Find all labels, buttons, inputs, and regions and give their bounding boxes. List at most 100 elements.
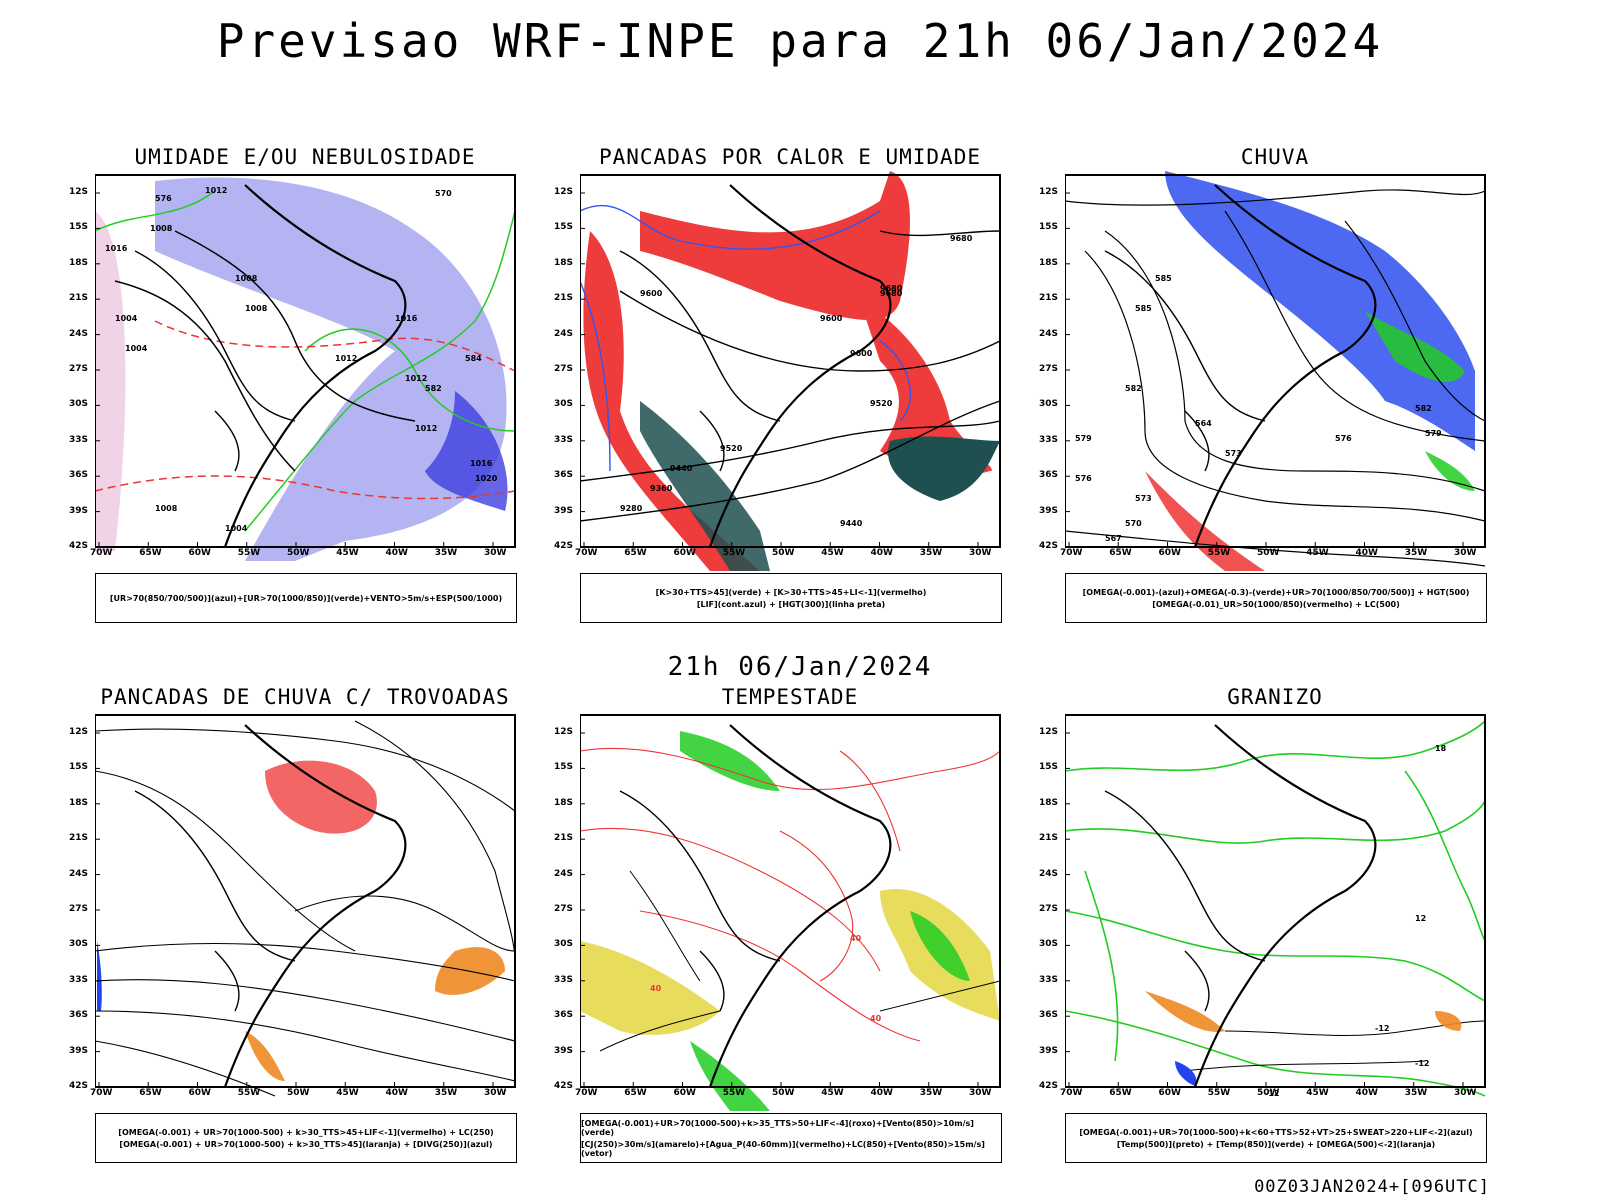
map-pancadas-calor: 9680 9600 9680 9600 9520 9440 9360 9280 9440 9520… bbox=[580, 171, 1001, 571]
lat-tick-label: 42S bbox=[1039, 1081, 1059, 1091]
contour-label: 9520 bbox=[870, 399, 893, 408]
streamline bbox=[294, 895, 516, 952]
omega-orange-area bbox=[1145, 991, 1225, 1032]
lat-tick-label: 42S bbox=[69, 1081, 89, 1091]
lat-tick-label: 33S bbox=[554, 974, 574, 985]
streamline bbox=[95, 1010, 516, 1082]
lat-tick-label: 24S bbox=[554, 868, 574, 879]
lon-tick-label: 30W bbox=[1454, 1088, 1477, 1098]
lon-tick-label: 55W bbox=[237, 548, 261, 558]
lon-tick-label: 30W bbox=[1454, 548, 1477, 558]
teal-area bbox=[888, 436, 1000, 501]
contour-label: 1012 bbox=[335, 354, 357, 363]
lon-tick-label: 50W bbox=[287, 1088, 310, 1098]
contour-label: 1004 bbox=[115, 314, 138, 323]
wind-green-area bbox=[690, 1041, 770, 1111]
lon-tick-label: 35W bbox=[1404, 548, 1428, 558]
lon-tick-label: 40W bbox=[870, 1088, 893, 1098]
lon-tick-label: 45W bbox=[821, 548, 844, 558]
legend-line: [OMEGA(-0.001)-(azul)+OMEGA(-0.3)-(verde… bbox=[1082, 587, 1470, 597]
lat-tick-label: 30S bbox=[554, 939, 574, 950]
lon-tick-label: 70W bbox=[575, 548, 598, 558]
legend-line: [OMEGA(-0.001)+UR>70(1000-500)+k<60+TTS>… bbox=[1079, 1127, 1473, 1137]
lon-tick-label: 65W bbox=[1109, 1088, 1132, 1098]
legend-line: [LIF](cont.azul) + [HGT(300)](linha pret… bbox=[696, 599, 886, 609]
coastline bbox=[1193, 184, 1377, 548]
lat-tick-label: 27S bbox=[1039, 364, 1059, 374]
contour-label: 573 bbox=[1135, 494, 1152, 503]
panel-title: PANCADAS POR CALOR E UMIDADE bbox=[598, 145, 981, 169]
lon-tick-label: 65W bbox=[624, 548, 647, 558]
lat-tick-label: 39S bbox=[69, 1045, 89, 1056]
panel-title: CHUVA bbox=[1240, 145, 1310, 169]
lat-tick-label: 27S bbox=[554, 904, 574, 914]
wind-green-area bbox=[910, 911, 970, 981]
temp850-contour bbox=[1065, 800, 1486, 844]
water-contour bbox=[580, 747, 1001, 791]
lat-tick-label: 15S bbox=[69, 762, 89, 773]
lat-tick-label: 30S bbox=[69, 939, 89, 950]
map-umidade: 1012 1008 1008 1004 1004 1008 1012 1016 1012 1012… bbox=[95, 174, 516, 561]
lat-tick-label: 33S bbox=[69, 434, 89, 445]
lat-tick-label: 36S bbox=[69, 1010, 89, 1021]
map-frame bbox=[95, 714, 516, 1088]
hgt500-contour bbox=[1065, 189, 1486, 206]
panel-title: GRANIZO bbox=[1227, 685, 1323, 709]
lat-tick-label: 24S bbox=[554, 328, 574, 339]
lon-tick-label: 35W bbox=[919, 548, 943, 558]
contour-label: 40 bbox=[870, 1014, 882, 1023]
lon-tick-label: 30W bbox=[484, 1088, 507, 1098]
hgt-contour bbox=[580, 400, 1001, 522]
lat-tick-label: 30S bbox=[69, 399, 89, 410]
contour-label: 576 bbox=[155, 194, 172, 203]
red-convection-area bbox=[265, 760, 377, 834]
lon-tick-label: 60W bbox=[673, 548, 696, 558]
lat-tick-label: 36S bbox=[1039, 470, 1059, 481]
contour-label: 582 bbox=[1125, 384, 1142, 393]
contour-label: 9600 bbox=[850, 349, 873, 358]
lon-tick-label: 65W bbox=[624, 1088, 647, 1098]
contour-label: 564 bbox=[1195, 419, 1212, 428]
lon-tick-label: 55W bbox=[722, 548, 746, 558]
country-border bbox=[619, 790, 781, 1012]
legend-line: [K>30+TTS>45](verde) + [K>30+TTS>45+LI<-… bbox=[655, 587, 927, 597]
lon-tick-label: 65W bbox=[139, 1088, 162, 1098]
lat-tick-label: 33S bbox=[1039, 434, 1059, 445]
lon-tick-label: 35W bbox=[1404, 1088, 1428, 1098]
lat-tick-label: 21S bbox=[1039, 293, 1059, 304]
panel-chuva: CHUVA 585 585 582 579 576 573 570 567 564 582 576 5… bbox=[1039, 145, 1565, 635]
contour-label: 9520 bbox=[720, 444, 743, 453]
contour-label: 570 bbox=[435, 189, 452, 198]
lat-tick-label: 33S bbox=[1039, 974, 1059, 985]
lon-tick-label: 55W bbox=[722, 1088, 746, 1098]
contour-label: 1008 bbox=[245, 304, 268, 313]
panel-trovoadas: PANCADAS DE CHUVA C/ TROVOADAS [OMEGA(-0… bbox=[69, 685, 595, 1175]
panel-legend: [OMEGA(-0.001)-(azul)+OMEGA(-0.3)-(verde… bbox=[1065, 573, 1487, 623]
contour-label: -12 bbox=[1375, 1024, 1389, 1033]
legend-line: [OMEGA(-0.001) + UR>70(1000-500) + k>30_… bbox=[119, 1139, 493, 1149]
lon-tick-label: 40W bbox=[1355, 1088, 1378, 1098]
map-frame bbox=[95, 174, 516, 548]
lat-tick-label: 27S bbox=[69, 904, 89, 914]
lat-tick-label: 24S bbox=[69, 328, 89, 339]
lon-tick-label: 45W bbox=[336, 1088, 359, 1098]
contour-label: 9680 bbox=[950, 234, 973, 243]
pressure-contour bbox=[174, 230, 416, 422]
lat-tick-label: 15S bbox=[1039, 762, 1059, 773]
contour-label: 576 bbox=[1335, 434, 1352, 443]
wind-vector-line bbox=[879, 980, 1001, 1012]
lat-tick-label: 18S bbox=[554, 797, 574, 808]
contour-label: 1020 bbox=[475, 474, 498, 483]
legend-line: [Temp(500)](preto) + [Temp(850)](verde) … bbox=[1116, 1139, 1436, 1149]
contour-label: 9280 bbox=[620, 504, 643, 513]
contour-label: 584 bbox=[465, 354, 482, 363]
temp500-contour bbox=[1184, 1060, 1426, 1072]
contour-label: 576 bbox=[1075, 474, 1092, 483]
country-border bbox=[1104, 250, 1266, 472]
map-frame bbox=[580, 714, 1001, 1088]
lat-tick-label: 30S bbox=[554, 399, 574, 410]
lat-tick-label: 21S bbox=[554, 293, 574, 304]
contour-label: 1008 bbox=[150, 224, 173, 233]
contour-label: 1012 bbox=[405, 374, 427, 383]
coastline bbox=[1193, 724, 1377, 1088]
